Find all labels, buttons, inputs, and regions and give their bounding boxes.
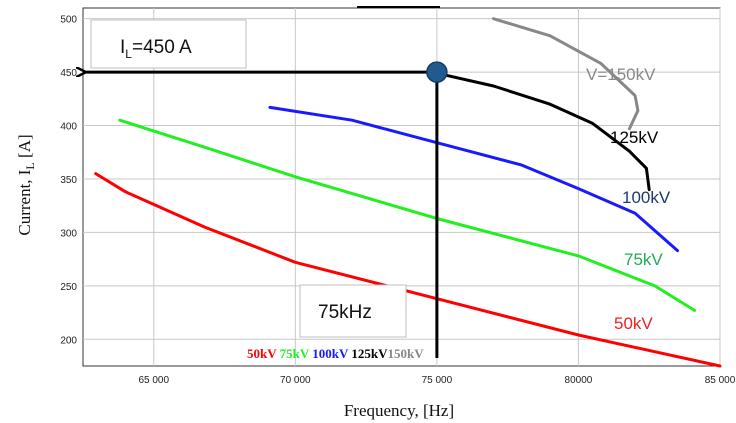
current-annotation: IL=450 A (90, 19, 247, 69)
legend-75kv: 75kV (280, 346, 310, 361)
x-tick-label: 75 000 (422, 375, 453, 386)
legend-50kv: 50kV (247, 346, 277, 361)
curve-label-100kv: 100kV (622, 188, 671, 207)
curve-label-150kv: V=150kV (586, 65, 656, 84)
y-tick-label: 450 (60, 68, 77, 79)
legend-150kv: 150kV (388, 346, 425, 361)
x-axis-title: Frequency, [Hz] (344, 401, 454, 420)
frequency-annotation: 75kHz (299, 284, 407, 338)
curve-label-50kv: 50kV (614, 314, 653, 333)
legend: 50kV 75kV 100kV 125kV150kV (247, 346, 424, 361)
y-axis-title: Current, IL [A] (15, 134, 37, 235)
current-annotation-box (90, 19, 247, 69)
current-label-suffix: =450 A (132, 37, 192, 58)
series-line-50kv (94, 172, 722, 368)
y-tick-label: 300 (60, 228, 77, 239)
y-tick-label: 250 (60, 282, 77, 293)
y-tick-label: 350 (60, 175, 77, 186)
annotation-arrows (86, 72, 437, 358)
y-tick-label: 500 (60, 15, 77, 26)
legend-100kv: 100kV (312, 346, 349, 361)
series-line-100kv (268, 105, 679, 253)
series-line-150kv (492, 17, 640, 131)
x-tick-label: 80000 (565, 375, 593, 386)
legend-125kv: 125kV (351, 346, 388, 361)
y-tick-label: 400 (60, 122, 77, 133)
x-tick-label: 70 000 (280, 375, 311, 386)
operating-point-marker (426, 61, 448, 83)
svg-text:IL=450 A: IL=450 A (120, 37, 192, 61)
x-tick-labels: 65 000 70 000 75 000 80000 85 000 (138, 375, 735, 386)
curve-label-75kv: 75kV (624, 250, 663, 269)
frequency-annotation-box (299, 284, 407, 338)
y-tick-label: 200 (60, 335, 77, 346)
current-label-prefix: I (120, 37, 125, 58)
x-tick-label: 65 000 (138, 375, 169, 386)
x-tick-label: 85 000 (705, 375, 736, 386)
curve-label-125kv: 125kV (610, 128, 659, 147)
current-label-sub: L (125, 47, 132, 61)
frequency-label: 75kHz (318, 302, 372, 323)
y-tick-labels: 200 250 300 350 400 450 500 (60, 15, 77, 347)
series-line-125kv (435, 71, 651, 192)
